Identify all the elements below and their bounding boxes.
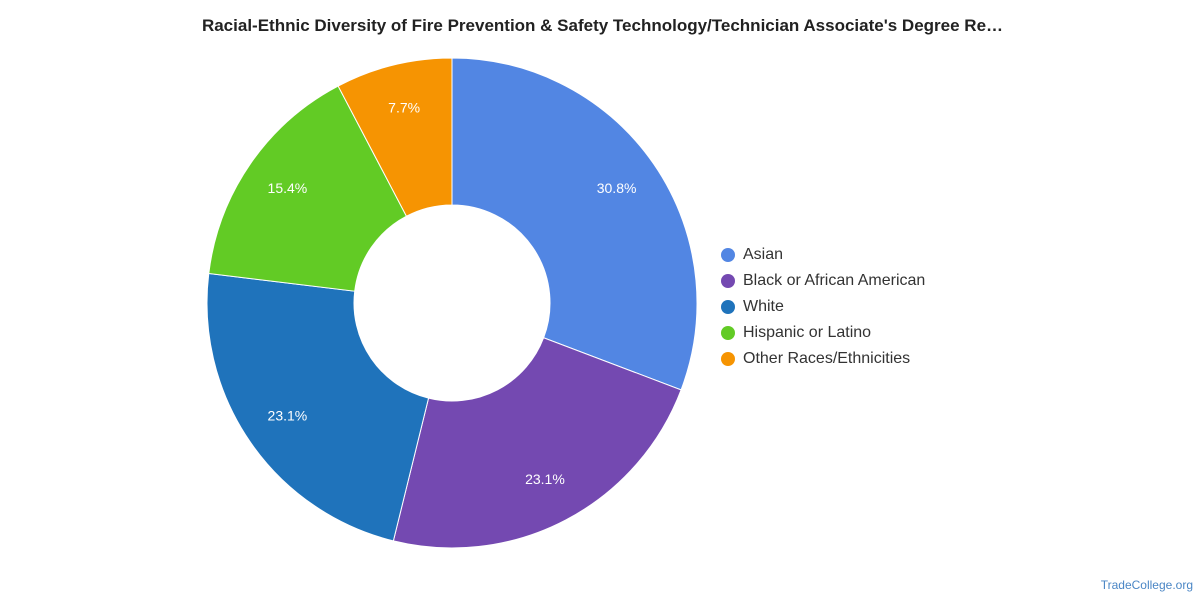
slice-label-1: 30.8% (597, 180, 637, 196)
pie-slice-3[interactable] (206, 272, 430, 542)
legend-item-1[interactable]: Asian (721, 242, 925, 268)
legend-item-5[interactable]: Other Races/Ethnicities (721, 346, 925, 372)
legend-item-2[interactable]: Black or African American (721, 268, 925, 294)
pie-slice-4[interactable] (208, 85, 408, 292)
legend-label: Hispanic or Latino (743, 324, 872, 341)
legend-item-4[interactable]: Hispanic or Latino (721, 320, 925, 346)
legend-swatch (721, 248, 735, 262)
legend-item-3[interactable]: White (721, 294, 925, 320)
pie-slice-2[interactable] (392, 337, 682, 549)
slice-label-4: 15.4% (268, 180, 308, 196)
legend-swatch (721, 352, 735, 366)
slice-label-2: 23.1% (525, 471, 565, 487)
legend-swatch (721, 274, 735, 288)
slice-label-3: 23.1% (268, 407, 308, 423)
legend-label: White (743, 298, 784, 315)
legend-swatch (721, 326, 735, 340)
legend-label: Other Races/Ethnicities (743, 350, 911, 367)
legend-label: Black or African American (743, 272, 926, 289)
legend-label: Asian (743, 246, 784, 263)
slice-label-5: 7.7% (388, 100, 420, 116)
chart-title: Racial-Ethnic Diversity of Fire Preventi… (201, 16, 1004, 35)
pie-slice-5[interactable] (337, 57, 453, 217)
source-credit: TradeCollege.org (1100, 578, 1193, 592)
legend-swatch (721, 300, 735, 314)
pie-slice-1[interactable] (451, 57, 698, 391)
chart-legend: Asian Black or African American White Hispa… (721, 242, 925, 372)
